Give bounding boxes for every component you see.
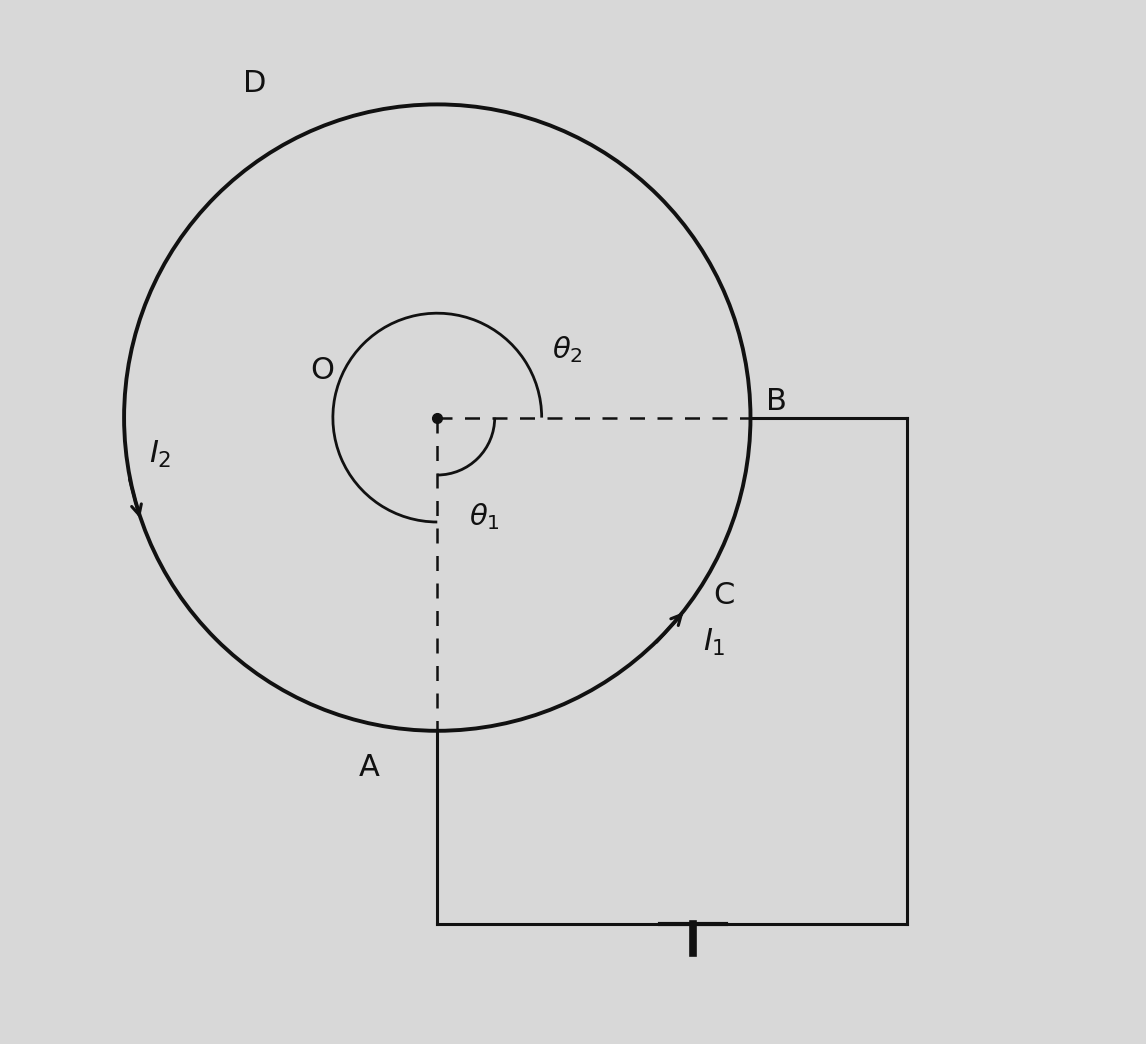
Text: B: B	[767, 387, 787, 417]
Text: D: D	[243, 69, 266, 98]
Text: $\theta_1$: $\theta_1$	[469, 501, 500, 532]
Text: O: O	[311, 356, 335, 385]
Text: $I_2$: $I_2$	[149, 438, 172, 470]
Text: C: C	[714, 580, 735, 610]
Text: A: A	[359, 753, 379, 782]
Text: $I_1$: $I_1$	[702, 626, 725, 658]
Text: $\theta_2$: $\theta_2$	[552, 334, 583, 365]
